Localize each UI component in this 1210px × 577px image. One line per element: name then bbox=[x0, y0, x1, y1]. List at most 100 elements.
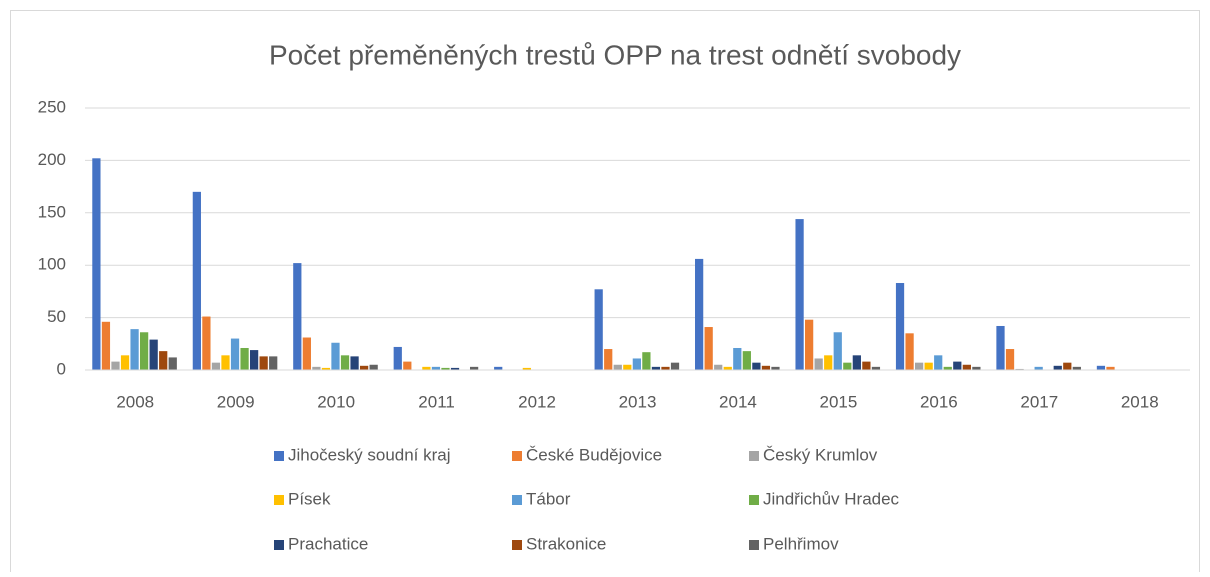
chart-border bbox=[10, 10, 1200, 577]
bar bbox=[249, 350, 259, 370]
bar bbox=[1096, 365, 1106, 370]
bar bbox=[321, 367, 331, 370]
bar bbox=[733, 347, 742, 370]
bar bbox=[240, 347, 249, 370]
bar bbox=[805, 319, 814, 370]
x-tick-label: 2017 bbox=[1020, 392, 1058, 411]
bar bbox=[871, 366, 881, 370]
bar bbox=[752, 362, 761, 370]
y-tick-label: 100 bbox=[38, 255, 66, 274]
bar bbox=[1106, 366, 1115, 370]
bar bbox=[962, 364, 971, 370]
legend-swatch bbox=[274, 451, 284, 461]
bar bbox=[393, 346, 402, 370]
x-tick-label: 2009 bbox=[217, 392, 255, 411]
chart-title: Počet přeměněných trestů OPP na trest od… bbox=[269, 39, 961, 70]
bar bbox=[441, 367, 450, 370]
bar bbox=[494, 366, 503, 370]
bar bbox=[168, 357, 177, 370]
legend-label: Strakonice bbox=[526, 534, 606, 553]
bar bbox=[293, 263, 302, 370]
bar bbox=[202, 316, 211, 370]
bar bbox=[469, 366, 479, 370]
legend-swatch bbox=[274, 495, 284, 505]
y-tick-label: 0 bbox=[57, 359, 66, 378]
bar bbox=[905, 333, 914, 370]
bar bbox=[695, 258, 704, 370]
bar bbox=[824, 355, 833, 370]
bar bbox=[814, 358, 823, 370]
bar bbox=[1053, 365, 1062, 370]
legend-label: Písek bbox=[288, 489, 331, 508]
bar bbox=[613, 364, 622, 370]
legend-swatch bbox=[274, 540, 284, 550]
bar bbox=[843, 362, 852, 370]
bar bbox=[670, 362, 680, 370]
bar bbox=[522, 367, 531, 370]
bar bbox=[742, 351, 751, 370]
bar bbox=[996, 325, 1005, 370]
bar bbox=[331, 342, 340, 370]
bar bbox=[130, 329, 139, 370]
bar bbox=[302, 337, 311, 370]
bar bbox=[120, 355, 130, 370]
bar bbox=[852, 355, 861, 370]
bar bbox=[340, 355, 350, 370]
bar bbox=[403, 361, 412, 370]
x-tick-label: 2008 bbox=[116, 392, 154, 411]
legend-swatch bbox=[512, 540, 522, 550]
bar bbox=[771, 366, 780, 370]
y-tick-label: 50 bbox=[47, 307, 66, 326]
x-tick-label: 2012 bbox=[518, 392, 556, 411]
legend-swatch bbox=[512, 495, 522, 505]
bar bbox=[761, 365, 771, 370]
bar bbox=[369, 364, 378, 370]
bar bbox=[431, 366, 441, 370]
bar bbox=[192, 191, 201, 370]
legend-swatch bbox=[749, 451, 759, 461]
bar bbox=[211, 362, 221, 370]
bar bbox=[704, 327, 713, 370]
legend-swatch bbox=[749, 540, 759, 550]
bar bbox=[833, 332, 842, 370]
bar bbox=[450, 367, 460, 370]
bar bbox=[953, 361, 962, 370]
bar bbox=[632, 358, 641, 370]
y-tick-label: 200 bbox=[38, 150, 66, 169]
bar bbox=[139, 332, 149, 370]
legend-swatch bbox=[512, 451, 522, 461]
legend-label: Jindřichův Hradec bbox=[763, 489, 900, 508]
bar bbox=[795, 219, 804, 370]
legend-label: Český Krumlov bbox=[763, 445, 878, 464]
bar bbox=[862, 361, 871, 370]
bar bbox=[594, 289, 603, 370]
y-tick-label: 250 bbox=[38, 97, 66, 116]
bar bbox=[661, 366, 670, 370]
x-tick-label: 2011 bbox=[418, 392, 455, 411]
legend-label: Tábor bbox=[526, 489, 571, 508]
bar bbox=[1034, 366, 1043, 370]
bar bbox=[1005, 349, 1015, 370]
bar bbox=[723, 366, 732, 370]
y-tick-label: 150 bbox=[38, 202, 66, 221]
bar bbox=[230, 338, 240, 370]
bar bbox=[972, 366, 981, 370]
bar bbox=[1015, 368, 1024, 370]
x-tick-label: 2015 bbox=[819, 392, 857, 411]
bar bbox=[1072, 366, 1081, 370]
bar bbox=[623, 364, 632, 370]
bar bbox=[651, 366, 661, 370]
bar bbox=[259, 356, 268, 370]
bar bbox=[422, 366, 431, 370]
bar bbox=[359, 365, 369, 370]
x-tick-label: 2010 bbox=[317, 392, 355, 411]
bar bbox=[221, 355, 230, 370]
bar bbox=[159, 351, 168, 370]
bar bbox=[642, 352, 651, 370]
bar bbox=[1063, 362, 1072, 370]
bar bbox=[92, 158, 101, 370]
bar bbox=[895, 283, 905, 370]
legend-label: Jihočeský soudní kraj bbox=[288, 445, 451, 464]
bar bbox=[934, 355, 943, 370]
